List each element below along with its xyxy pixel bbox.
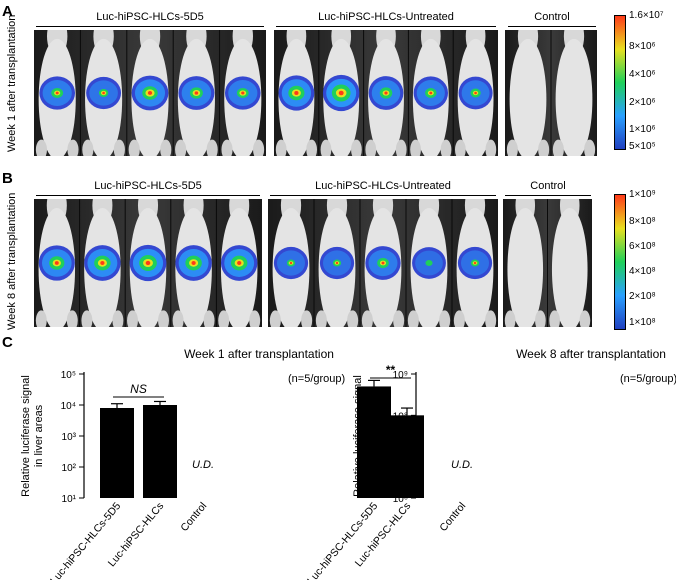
chart-week8-bar-1: [390, 415, 424, 498]
panel-b-scale-tick-4: 2×10⁸: [629, 291, 656, 302]
panel-b-scale-tick-2: 6×10⁸: [629, 241, 656, 252]
chart-week1-bar-0: [100, 408, 134, 498]
panel-a-g2-mouse-0: [506, 30, 550, 156]
panel-a-g1-mouse-2: [365, 30, 407, 156]
panel-a-g0-mouse-0: [35, 30, 79, 156]
chart-week1-ytick-3: 10⁴: [61, 401, 76, 412]
panel-a-photo-0: [34, 30, 266, 156]
panel-b-side-label: Week 8 after transplantation: [6, 192, 18, 330]
chart-week1-ytick-2: 10³: [62, 432, 77, 443]
chart-week1-title: Week 1 after transplantation: [184, 347, 334, 361]
panel-a-side-label: Week 1 after transplantation: [6, 14, 18, 152]
chart-week8-xtick-0: Luc-hiPSC-HLCs-5D5: [305, 500, 380, 580]
panel-a-scale-tick-4: 1×10⁶: [629, 124, 656, 135]
panel-a-g1-mouse-0: [275, 30, 318, 156]
panel-c-letter: C: [2, 334, 13, 351]
panel-a-g1-mouse-4: [454, 30, 497, 156]
panel-b-group-label-2: Control: [530, 180, 566, 192]
panel-a-group-line-2: [508, 26, 596, 27]
chart-week8-ytick-3: 10⁹: [393, 370, 408, 381]
chart-week1-ylabel: Relative luciferase signalin liver areas: [20, 375, 45, 497]
panel-b-letter: B: [2, 170, 13, 187]
panel-b-scale-tick-3: 4×10⁸: [629, 266, 656, 277]
panel-b-scale-tick-0: 1×10⁹: [629, 189, 656, 200]
panel-a-scale-tick-5: 5×10⁵: [629, 141, 656, 152]
panel-a-photo-2: [505, 30, 597, 156]
panel-b-g1-mouse-3: [407, 199, 451, 327]
chart-week1-ytick-4: 10⁵: [61, 370, 76, 381]
panel-a-letter: A: [2, 3, 13, 20]
chart-week8-bar-0: [357, 386, 391, 498]
chart-week8-significance: **: [386, 363, 396, 377]
chart-week8-ud-label: U.D.: [451, 459, 473, 471]
panel-a-scale-tick-0: 1.6×10⁷: [629, 10, 664, 21]
chart-week1: Week 1 after transplantation Relative luc…: [20, 347, 345, 580]
panel-b-photo-2: [503, 199, 592, 327]
panel-b-group-line-0: [36, 195, 260, 196]
panel-b-g0-mouse-2: [127, 199, 169, 327]
panel-b-g0-mouse-0: [35, 199, 78, 327]
panel-b-g1-mouse-2: [361, 199, 405, 327]
panel-a-group-line-1: [276, 26, 496, 27]
chart-week1-ud-label: U.D.: [192, 459, 214, 471]
panel-b-g0-mouse-4: [218, 199, 261, 327]
panel-b-g0-mouse-1: [81, 199, 124, 327]
chart-week1-ytick-0: 10¹: [62, 494, 77, 505]
panel-b-group-line-1: [270, 195, 496, 196]
panel-b-photo-1: [268, 199, 498, 327]
chart-week8-xtick-control: Control: [437, 500, 468, 534]
panel-b-photo-0: [34, 199, 262, 327]
panel-b-scale-tick-1: 8×10⁸: [629, 216, 656, 227]
panel-a-photo-1: [274, 30, 498, 156]
panel-a-group-label-0: Luc-hiPSC-HLCs-5D5: [96, 11, 204, 23]
panel-b-group-label-1: Luc-hiPSC-HLCs-Untreated: [315, 180, 451, 192]
panel-a-g2-mouse-1: [552, 30, 596, 156]
panel-a-group-label-1: Luc-hiPSC-HLCs-Untreated: [318, 11, 454, 23]
chart-week1-bar-1: [143, 405, 177, 498]
panel-a-g1-mouse-3: [410, 30, 452, 156]
panel-a-g0-mouse-4: [221, 30, 265, 156]
chart-week1-n-note: (n=5/group): [288, 373, 345, 385]
chart-week8-n-note: (n=5/group): [620, 373, 676, 385]
panel-a-color-scale: [614, 15, 626, 150]
panel-a-scale-tick-1: 8×10⁶: [629, 41, 656, 52]
chart-week1-xtick-2: Control: [178, 500, 209, 534]
panel-b-g2-mouse-1: [549, 199, 591, 327]
panel-a-group-label-2: Control: [534, 11, 570, 23]
panel-c-charts: Week 1 after transplantation Relative luc…: [20, 347, 676, 580]
panel-a-g0-mouse-3: [175, 30, 218, 156]
panel-b-group-label-0: Luc-hiPSC-HLCs-5D5: [94, 180, 202, 192]
panel-b-color-scale: [614, 194, 626, 330]
panel-b-scale-tick-5: 1×10⁸: [629, 317, 656, 328]
chart-week8-ytick-0: 10⁶: [393, 494, 408, 505]
panel-b-g1-mouse-0: [269, 199, 313, 327]
panel-a-g0-mouse-1: [82, 30, 125, 156]
chart-week1-significance: NS: [130, 382, 147, 396]
panel-a-scale-tick-3: 2×10⁶: [629, 97, 656, 108]
panel-b-g0-mouse-3: [172, 199, 215, 327]
chart-week8-title: Week 8 after transplantation: [516, 347, 666, 361]
panel-a-g0-mouse-2: [128, 30, 172, 156]
panel-b-group-line-2: [505, 195, 591, 196]
panel-a-scale-tick-2: 4×10⁶: [629, 69, 656, 80]
panel-b-g1-mouse-1: [315, 199, 359, 327]
chart-week1-ytick-1: 10²: [62, 463, 77, 474]
panel-a-g1-mouse-1: [320, 30, 362, 156]
panel-b-g1-mouse-4: [453, 199, 497, 327]
panel-b-g2-mouse-0: [504, 199, 546, 327]
panel-a-group-line-0: [36, 26, 264, 27]
